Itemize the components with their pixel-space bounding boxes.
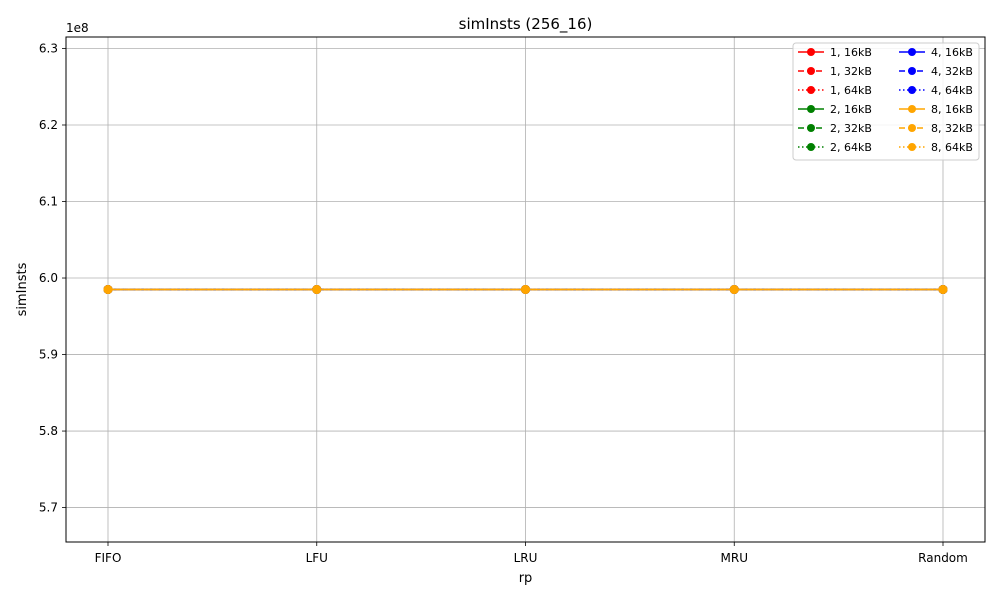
legend-label: 2, 32kB xyxy=(830,122,872,135)
x-tick-label: LFU xyxy=(306,551,328,565)
x-axis-title: rp xyxy=(519,571,533,586)
legend-swatch-marker xyxy=(807,67,815,75)
chart-title: simInsts (256_16) xyxy=(459,15,593,34)
legend-item: 2, 64kB xyxy=(798,141,872,154)
legend-swatch-marker xyxy=(807,143,815,151)
y-tick-label: 5.9 xyxy=(39,348,58,362)
x-axis: FIFO LFU LRU MRU Random xyxy=(95,542,968,565)
legend-label: 8, 16kB xyxy=(931,103,973,116)
legend-label: 1, 16kB xyxy=(830,46,872,59)
series-group xyxy=(103,285,948,294)
legend-swatch-marker xyxy=(908,48,916,56)
legend-item: 1, 32kB xyxy=(798,65,872,78)
y-tick-label: 6.0 xyxy=(39,271,58,285)
legend-label: 8, 64kB xyxy=(931,141,973,154)
legend-label: 1, 64kB xyxy=(830,84,872,97)
legend-swatch-marker xyxy=(807,86,815,94)
legend-label: 4, 32kB xyxy=(931,65,973,78)
x-tick-label: Random xyxy=(918,551,968,565)
data-point xyxy=(312,285,322,294)
y-tick-label: 5.7 xyxy=(39,501,58,515)
legend-label: 2, 64kB xyxy=(830,141,872,154)
y-tick-label: 5.8 xyxy=(39,424,58,438)
legend-label: 1, 32kB xyxy=(830,65,872,78)
legend-item: 4, 32kB xyxy=(899,65,973,78)
y-axis-title: simInsts xyxy=(15,262,30,316)
data-point xyxy=(938,285,948,294)
x-tick-label: LRU xyxy=(514,551,538,565)
y-axis: 5.7 5.8 5.9 6.0 6.1 6.2 6.3 xyxy=(39,41,66,515)
legend-swatch-marker xyxy=(908,86,916,94)
data-point xyxy=(729,285,739,294)
legend-item: 4, 64kB xyxy=(899,84,973,97)
legend-swatch-marker xyxy=(908,124,916,132)
y-tick-label: 6.2 xyxy=(39,118,58,132)
legend-item: 8, 32kB xyxy=(899,122,973,135)
legend-swatch-marker xyxy=(908,67,916,75)
legend-item: 8, 16kB xyxy=(899,103,973,116)
legend-label: 2, 16kB xyxy=(830,103,872,116)
x-tick-label: FIFO xyxy=(95,551,122,565)
legend: 1, 16kB 1, 32kB 1, 64kB 2, 16kB 2, 32kB 2, 64… xyxy=(792,42,980,161)
legend-swatch-marker xyxy=(807,48,815,56)
y-offset-label: 1e8 xyxy=(66,21,89,35)
legend-label: 4, 64kB xyxy=(931,84,973,97)
legend-item: 2, 32kB xyxy=(798,122,872,135)
legend-box xyxy=(792,42,980,161)
legend-swatch-marker xyxy=(807,124,815,132)
legend-swatch-marker xyxy=(807,105,815,113)
legend-item: 4, 16kB xyxy=(899,46,973,59)
series xyxy=(103,285,948,294)
legend-item: 1, 16kB xyxy=(798,46,872,59)
legend-label: 8, 32kB xyxy=(931,122,973,135)
x-tick-label: MRU xyxy=(721,551,748,565)
legend-label: 4, 16kB xyxy=(931,46,973,59)
legend-swatch-marker xyxy=(908,143,916,151)
legend-item: 2, 16kB xyxy=(798,103,872,116)
y-tick-label: 6.1 xyxy=(39,195,58,209)
data-point xyxy=(103,285,113,294)
y-tick-label: 6.3 xyxy=(39,41,58,55)
legend-item: 8, 64kB xyxy=(899,141,973,154)
legend-item: 1, 64kB xyxy=(798,84,872,97)
data-point xyxy=(521,285,530,294)
legend-swatch-marker xyxy=(908,105,916,113)
